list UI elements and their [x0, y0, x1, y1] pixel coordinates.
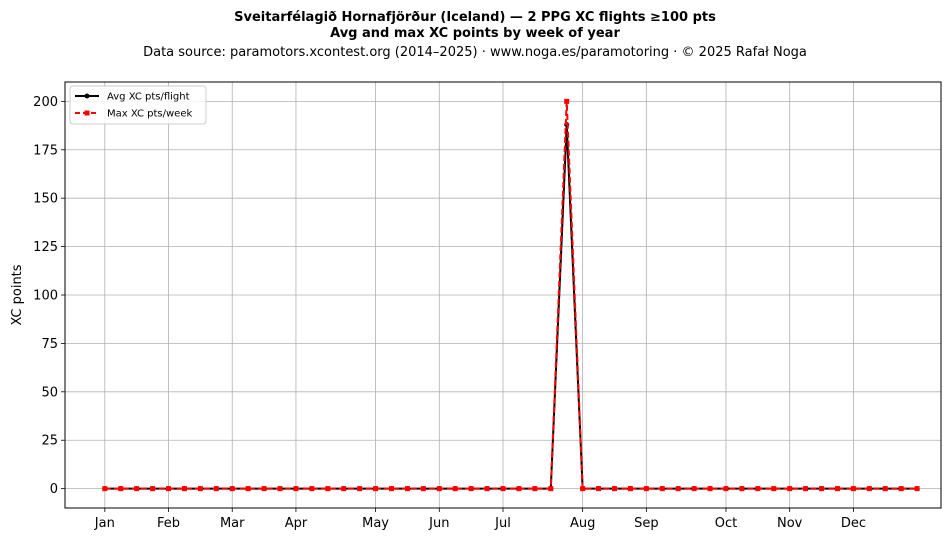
data-point-max — [245, 486, 251, 492]
series-line-max — [104, 100, 918, 490]
legend-marker-avg — [84, 93, 90, 99]
chart-subtitle: Data source: paramotors.xcontest.org (20… — [143, 45, 807, 60]
x-tick-label: May — [362, 516, 389, 531]
data-point-max — [771, 486, 777, 492]
data-point-max — [516, 486, 522, 492]
x-tick-label: Nov — [777, 516, 803, 531]
x-tick-label: Oct — [715, 516, 737, 531]
data-point-max — [675, 486, 681, 492]
data-point-max — [404, 486, 410, 492]
legend: Avg XC pts/flight Max XC pts/week — [69, 85, 207, 125]
data-point-max — [452, 486, 458, 492]
data-point-max — [723, 486, 729, 492]
tick-layer: 0 25 50 75 100 125 150 175 200 Jan Feb Mar Apr May Jun… — [33, 95, 866, 531]
chart-title-line2: Avg and max XC points by week of year — [330, 26, 620, 41]
data-point-max — [389, 486, 395, 492]
data-point-max — [277, 486, 283, 492]
data-point-max — [564, 98, 570, 104]
data-point-max — [914, 486, 920, 492]
data-point-max — [373, 486, 379, 492]
data-point-max — [627, 486, 633, 492]
y-tick-label: 150 — [33, 192, 58, 207]
x-tick-label: Jun — [428, 516, 449, 531]
data-point-max — [803, 486, 809, 492]
data-point-max — [229, 486, 235, 492]
data-point-max — [166, 486, 172, 492]
x-tick-label: Sep — [634, 516, 659, 531]
data-point-max — [819, 486, 825, 492]
y-tick-label: 175 — [33, 143, 58, 158]
data-point-max — [755, 486, 761, 492]
x-tick-label: Mar — [220, 516, 245, 531]
data-point-max — [739, 486, 745, 492]
x-tick-label: Jul — [494, 516, 511, 531]
x-tick-label: Aug — [570, 516, 595, 531]
data-point-max — [866, 486, 872, 492]
data-point-max — [436, 486, 442, 492]
data-point-max — [834, 486, 840, 492]
data-point-max — [882, 486, 888, 492]
y-tick-label: 75 — [41, 337, 58, 352]
data-point-max — [181, 486, 187, 492]
data-point-max — [293, 486, 299, 492]
data-point-max — [596, 486, 602, 492]
y-tick-label: 200 — [33, 95, 58, 110]
legend-label-max: Max XC pts/week — [107, 109, 192, 120]
data-point-max — [357, 486, 363, 492]
legend-box — [69, 85, 207, 125]
data-point-max — [197, 486, 203, 492]
data-point-max — [548, 486, 554, 492]
data-point-max — [309, 486, 315, 492]
x-tick-label: Jan — [94, 516, 115, 531]
y-axis-label: XC points — [10, 264, 25, 325]
y-tick-label: 0 — [50, 482, 58, 497]
data-point-max — [134, 486, 140, 492]
legend-marker-max — [84, 110, 90, 116]
data-point-max — [643, 486, 649, 492]
data-point-max — [102, 486, 108, 492]
series-layer — [102, 98, 920, 492]
x-tick-label: Dec — [841, 516, 866, 531]
y-tick-label: 50 — [41, 385, 58, 400]
data-point-max — [691, 486, 697, 492]
x-tick-label: Apr — [285, 516, 308, 531]
data-point-max — [150, 486, 156, 492]
data-point-max — [420, 486, 426, 492]
data-point-max — [532, 486, 538, 492]
data-point-max — [213, 486, 219, 492]
data-point-max — [611, 486, 617, 492]
data-point-max — [580, 486, 586, 492]
data-point-max — [118, 486, 124, 492]
data-point-max — [707, 486, 713, 492]
data-point-max — [500, 486, 506, 492]
y-tick-label: 125 — [33, 240, 58, 255]
data-point-max — [484, 486, 490, 492]
data-point-max — [325, 486, 331, 492]
y-tick-label: 25 — [41, 434, 58, 449]
series-line-avg — [104, 123, 918, 490]
x-tick-label: Feb — [157, 516, 180, 531]
data-point-max — [261, 486, 267, 492]
legend-label-avg: Avg XC pts/flight — [107, 92, 190, 103]
data-point-max — [659, 486, 665, 492]
data-point-max — [341, 486, 347, 492]
grid-layer — [65, 82, 941, 508]
data-point-max — [850, 486, 856, 492]
chart-title-line1: Sveitarfélagið Hornafjörður (Iceland) — … — [234, 10, 716, 25]
data-point-max — [787, 486, 793, 492]
y-tick-label: 100 — [33, 289, 58, 304]
data-point-max — [468, 486, 474, 492]
data-point-max — [898, 486, 904, 492]
